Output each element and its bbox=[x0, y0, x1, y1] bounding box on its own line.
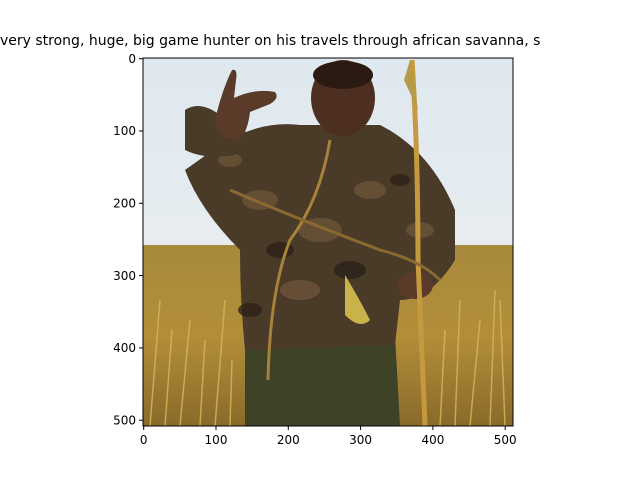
figure-title: very strong, huge, big game hunter on hi… bbox=[0, 33, 541, 49]
y-tick-label: 500 bbox=[113, 414, 136, 428]
pants bbox=[245, 335, 400, 426]
x-tick-label: 500 bbox=[494, 433, 517, 447]
x-tick-label: 200 bbox=[277, 433, 300, 447]
x-axis: 0 100 200 300 400 500 bbox=[140, 426, 517, 447]
y-tick-label: 400 bbox=[113, 341, 136, 355]
y-tick-label: 200 bbox=[113, 197, 136, 211]
photo bbox=[143, 58, 513, 426]
raised-arm bbox=[185, 106, 250, 157]
x-tick-label: 400 bbox=[421, 433, 444, 447]
y-tick-label: 100 bbox=[113, 124, 136, 138]
axes-frame bbox=[142, 57, 514, 427]
hand-right bbox=[397, 271, 433, 299]
x-tick-label: 100 bbox=[205, 433, 228, 447]
y-tick-label: 0 bbox=[128, 52, 136, 66]
hand bbox=[215, 69, 277, 140]
x-tick-label: 300 bbox=[349, 433, 372, 447]
y-axis: 0 100 200 300 400 500 bbox=[113, 52, 143, 428]
x-tick-label: 0 bbox=[140, 433, 148, 447]
grass-blades bbox=[149, 289, 506, 426]
y-tick-label: 300 bbox=[113, 269, 136, 283]
